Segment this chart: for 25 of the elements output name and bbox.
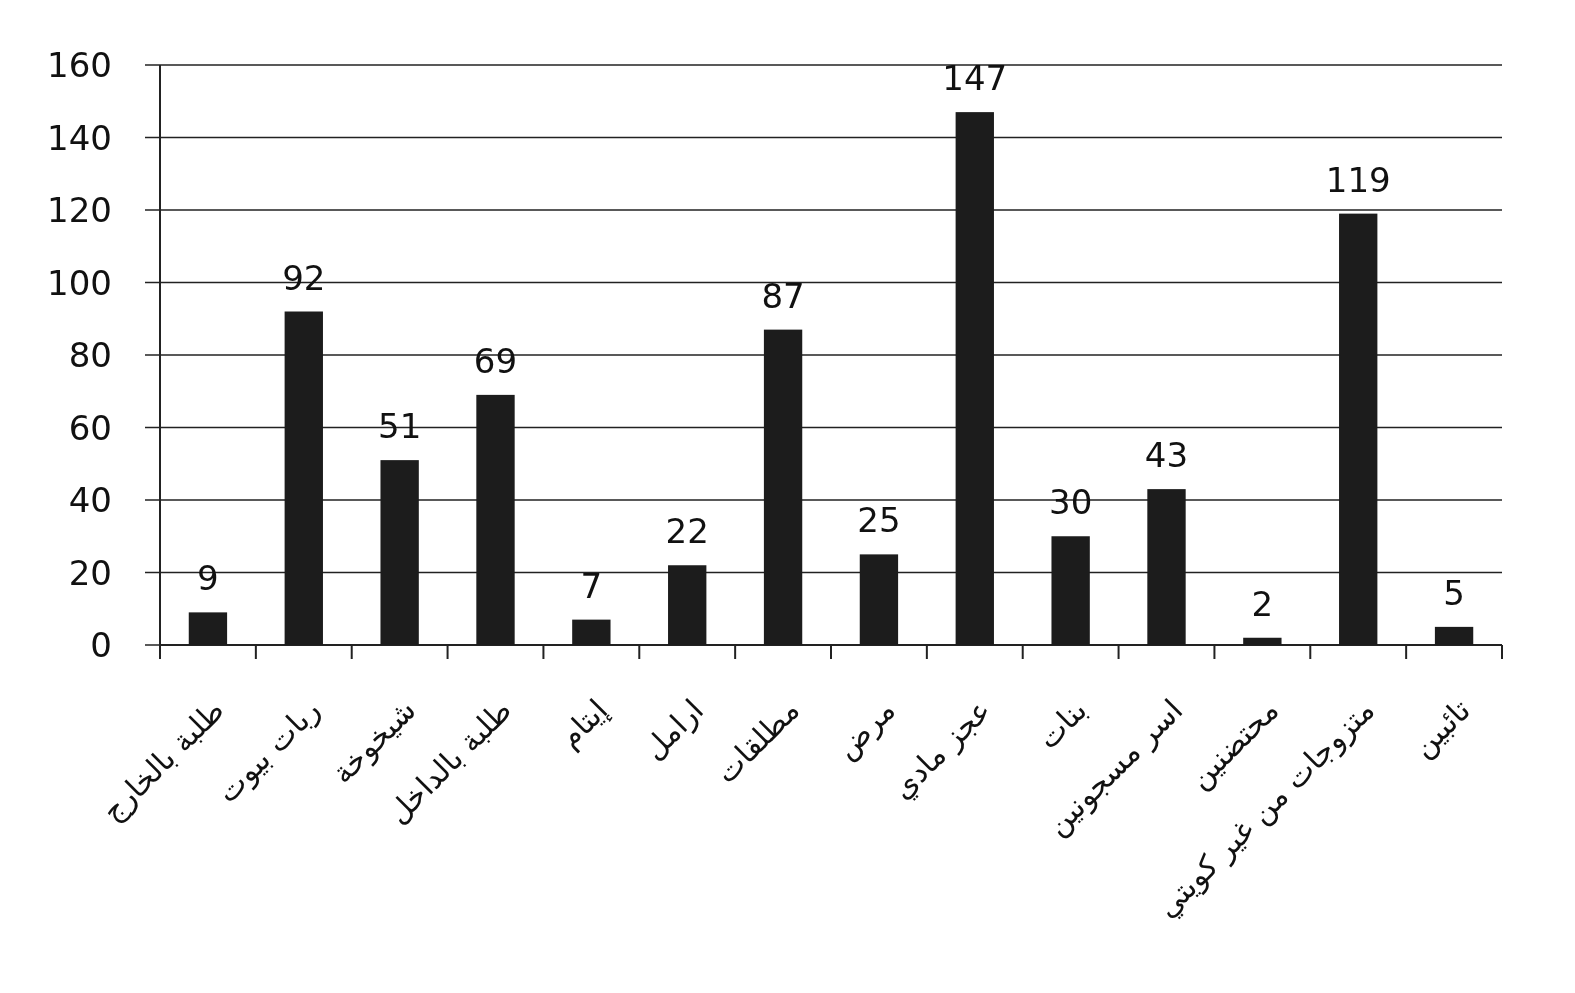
data-label: 7 xyxy=(580,565,603,606)
data-label: 43 xyxy=(1144,435,1189,476)
x-tick-label: إيتام xyxy=(551,692,616,756)
y-tick-label: 60 xyxy=(68,407,112,448)
x-tick-label: مرض xyxy=(828,692,902,766)
data-label: 119 xyxy=(1325,159,1391,200)
y-tick-label: 120 xyxy=(47,190,112,230)
x-tick-label: تائبين xyxy=(1405,692,1478,765)
y-tick-label: 100 xyxy=(47,262,112,303)
y-tick-label: 20 xyxy=(68,552,112,593)
data-label: 87 xyxy=(761,275,805,316)
x-tick-label: محتضنين xyxy=(1181,692,1286,796)
data-label: 147 xyxy=(942,58,1008,99)
data-label: 5 xyxy=(1443,572,1465,613)
data-label: 25 xyxy=(857,500,901,541)
x-tick-label: بنات xyxy=(1030,692,1094,756)
x-tick-label: مطلقات xyxy=(708,692,807,790)
y-tick-label: 0 xyxy=(90,625,112,665)
x-tick-label: ارامل xyxy=(635,692,711,767)
y-tick-label: 80 xyxy=(68,335,112,375)
y-tick-label: 140 xyxy=(47,117,112,158)
y-tick-label: 40 xyxy=(68,480,112,520)
data-label: 22 xyxy=(665,511,709,552)
data-label: 2 xyxy=(1251,583,1274,624)
y-tick-label: 160 xyxy=(47,45,112,85)
